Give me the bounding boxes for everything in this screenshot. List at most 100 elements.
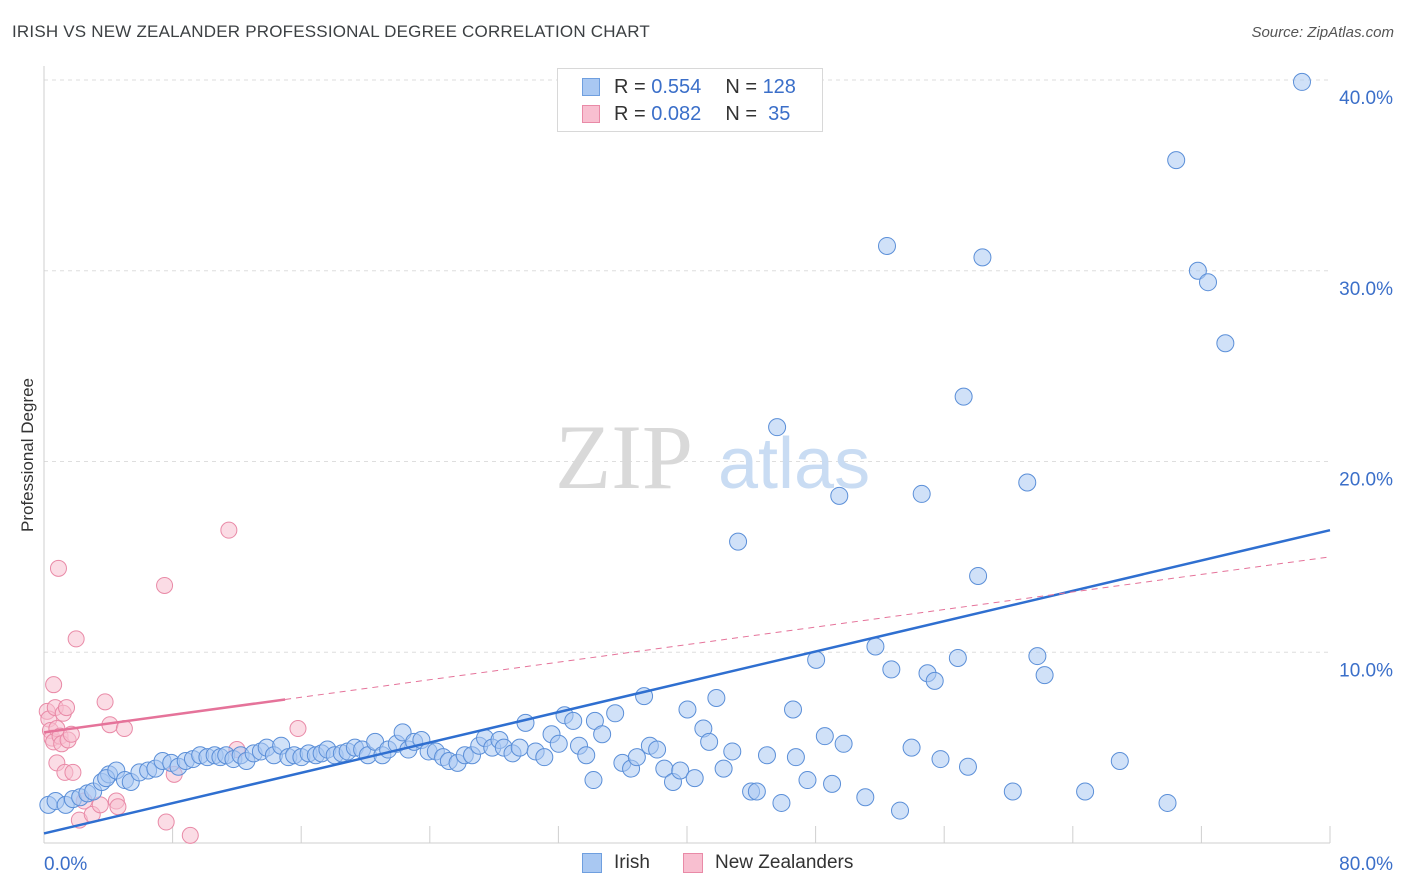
irish-point [954,387,973,406]
irish-point [757,746,776,765]
irish-point [948,648,967,667]
series-swatch-irish [582,853,602,873]
legend-r-value: 0.082 [651,102,702,125]
nz-point [49,559,67,577]
irish-point [902,738,921,757]
irish-point [627,748,646,767]
y-tick-label: 10.0% [1339,660,1393,681]
irish-point [747,782,766,801]
irish-point [768,418,787,437]
irish-point [516,713,535,732]
irish-point [931,750,950,769]
irish-point [891,801,910,820]
irish-point [510,738,529,757]
nz-point [45,676,63,694]
irish-point [866,637,885,656]
irish-point [856,788,875,807]
irish-point [1018,473,1037,492]
legend-n-value: 128 [762,75,796,98]
nz-trendline-solid [43,698,286,734]
irish-point [786,748,805,767]
irish-point [1035,666,1054,685]
nz-point [156,576,174,594]
irish-point [393,723,412,742]
irish-point [772,793,791,812]
tick-labels: 10.0% 20.0% 30.0% 40.0% 0.0% 80.0% [44,88,1393,875]
legend-swatch-nz [582,105,600,123]
legend-r-label: R = [614,75,652,98]
nz-points [38,521,307,844]
irish-point [729,532,748,551]
irish-point [685,769,704,788]
irish-point [564,711,583,730]
irish-point [1076,782,1095,801]
nz-point [181,826,199,844]
irish-point [912,484,931,503]
irish-point [671,761,690,780]
irish-point [1216,334,1235,353]
irish-point [678,700,697,719]
nz-point [157,813,175,831]
irish-points [39,72,1311,820]
y-tick-label: 40.0% [1339,88,1393,109]
irish-point [877,236,896,255]
irish-point [834,734,853,753]
irish-point [1003,782,1022,801]
source-label: Source: ZipAtlas.com [1251,24,1394,41]
nz-point [289,720,307,738]
watermark-zip: ZIP [555,406,693,508]
irish-point [1110,751,1129,770]
series-label-nz: New Zealanders [715,852,854,873]
nz-point [96,693,114,711]
irish-point [1188,261,1207,280]
irish-point [958,757,977,776]
legend-n-label: N = [725,102,763,125]
irish-point [882,660,901,679]
irish-point [1292,72,1311,91]
x-tick-label: 0.0% [44,854,87,875]
series-legend-nz: New Zealanders [683,852,853,874]
legend-r-value: 0.554 [651,75,702,98]
series-label-irish: Irish [614,852,650,873]
irish-point [648,740,667,759]
irish-point [969,566,988,585]
nz-trendline-dashed [285,556,1331,700]
irish-point [815,727,834,746]
irish-point [925,671,944,690]
irish-point [1167,151,1186,170]
series-swatch-nz [683,853,703,873]
nz-point [58,699,76,717]
irish-point [723,742,742,761]
legend-n-label: N = [725,75,763,98]
legend-swatch-irish [582,78,600,96]
trendlines [43,528,1331,835]
irish-point [535,748,554,767]
y-tick-label: 30.0% [1339,279,1393,300]
x-tick-label: 80.0% [1339,854,1393,875]
series-legend-irish: Irish [582,852,650,874]
irish-point [1028,647,1047,666]
nz-point [109,798,127,816]
legend-r-label: R = [614,102,652,125]
irish-point [784,700,803,719]
watermark: ZIP atlas [555,406,870,508]
y-axis-label: Professional Degree [18,378,37,532]
y-tick-label: 20.0% [1339,470,1393,491]
irish-point [1158,793,1177,812]
series-legend: Irish New Zealanders [0,852,1406,878]
irish-point [714,759,733,778]
nz-point [64,763,82,781]
grid-lines [44,79,1330,653]
irish-point [549,734,568,753]
irish-point [593,725,612,744]
irish-point [700,732,719,751]
irish-point [798,771,817,790]
nz-point [67,630,85,648]
legend-n-value: 35 [762,102,791,125]
irish-point [830,486,849,505]
irish-point [577,746,596,765]
irish-point [973,248,992,267]
nz-point [220,521,238,539]
irish-trendline [43,528,1331,835]
